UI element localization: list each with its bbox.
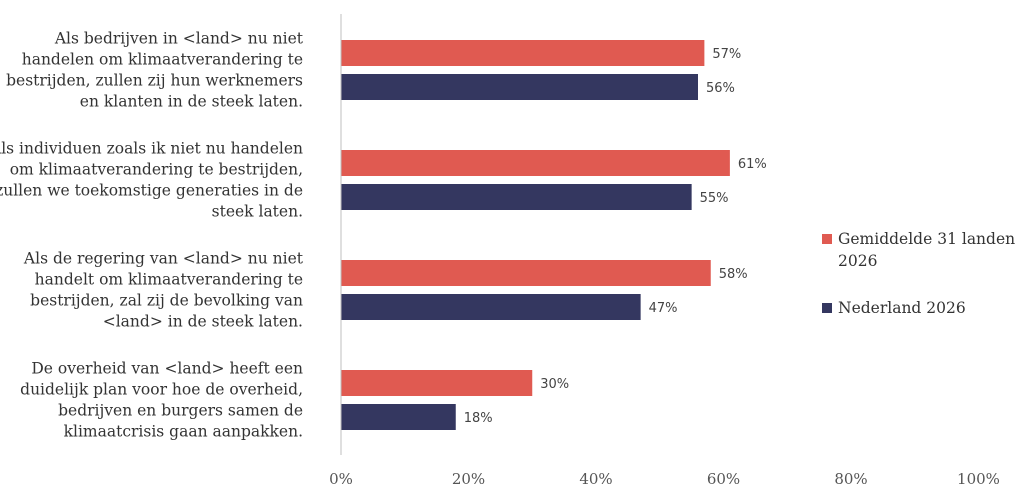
x-tick-label: 20% (452, 470, 485, 488)
value-labels: 57% 61% 58% 30% 56% 55% 47% 18% (464, 47, 767, 426)
legend-swatch (822, 234, 832, 244)
category-label-line: steek laten. (212, 203, 303, 221)
category-label-line: Als bedrijven in <land> nu niet (54, 30, 304, 48)
legend: Gemiddelde 31 landen 2026 Nederland 2026 (822, 230, 1015, 317)
category-label-line: <land> in de steek laten. (103, 313, 303, 331)
legend-label: Nederland 2026 (838, 299, 966, 317)
bar-nederland (341, 404, 456, 430)
category-label-line: Als de regering van <land> nu niet (23, 250, 304, 268)
bars (341, 40, 730, 430)
data-label: 57% (712, 47, 741, 62)
data-label: 47% (649, 301, 678, 316)
x-tick-label: 40% (579, 470, 612, 488)
category-label-line: Als individuen zoals ik niet nu handelen (0, 140, 303, 158)
data-label: 55% (700, 191, 729, 206)
category-label-line: klimaatcrisis gaan aanpakken. (64, 423, 303, 441)
legend-label: 2026 (838, 252, 877, 270)
category-label-line: bestrijden, zullen zij hun werknemers (6, 72, 303, 90)
category-label-line: De overheid van <land> heeft een (31, 360, 303, 378)
legend-swatch (822, 303, 832, 313)
bar-gemiddelde (341, 260, 711, 286)
bar-nederland (341, 294, 641, 320)
category-label-line: bedrijven en burgers samen de (58, 402, 303, 420)
x-tick-label: 100% (957, 470, 1000, 488)
category-label-line: handelt om klimaatverandering te (35, 271, 303, 289)
category-labels: Als bedrijven in <land> nu niet handelen … (0, 30, 304, 441)
category-label-line: zullen we toekomstige generaties in de (0, 182, 303, 200)
data-label: 58% (719, 267, 748, 282)
category-label-line: om klimaatverandering te bestrijden, (10, 161, 303, 179)
category-label-line: handelen om klimaatverandering te (22, 51, 303, 69)
data-label: 56% (706, 81, 735, 96)
category-label-line: bestrijden, zal zij de bevolking van (30, 292, 303, 310)
bar-nederland (341, 74, 698, 100)
data-label: 30% (540, 377, 569, 392)
category-label-line: en klanten in de steek laten. (80, 93, 303, 111)
bar-gemiddelde (341, 40, 705, 66)
x-tick-label: 60% (707, 470, 740, 488)
bar-nederland (341, 184, 692, 210)
bar-gemiddelde (341, 150, 730, 176)
x-tick-label: 80% (834, 470, 867, 488)
category-label-line: duidelijk plan voor hoe de overheid, (20, 381, 303, 399)
legend-label: Gemiddelde 31 landen (838, 230, 1015, 248)
x-tick-label: 0% (329, 470, 353, 488)
data-label: 61% (738, 157, 767, 172)
data-label: 18% (464, 411, 493, 426)
bar-gemiddelde (341, 370, 533, 396)
x-tick-labels: 0% 20% 40% 60% 80% 100% (329, 470, 1000, 488)
